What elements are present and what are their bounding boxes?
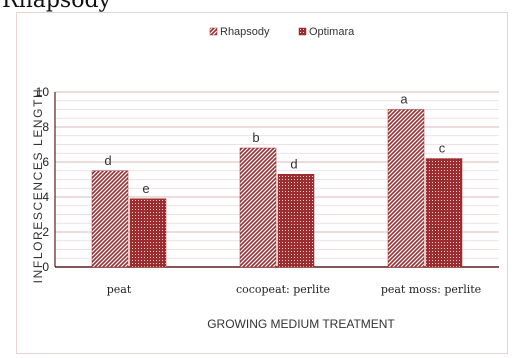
y-tick-label: 2 xyxy=(42,225,49,239)
bar-significance-label: d xyxy=(104,153,111,168)
y-tick-label: 0 xyxy=(42,260,49,274)
bar-rhapsody-0 xyxy=(91,170,129,268)
bar-significance-label: c xyxy=(439,141,446,156)
bar-significance-label: e xyxy=(142,181,149,196)
legend-swatch-rhapsody xyxy=(209,27,218,36)
y-tick-label: 10 xyxy=(36,85,50,99)
top-caption-text: Rhapsody xyxy=(2,0,111,13)
bar-rhapsody-1 xyxy=(239,147,277,268)
bar-optimara-0 xyxy=(129,198,167,268)
category-label: cocopeat: perlite xyxy=(236,283,330,296)
category-label: peat xyxy=(107,283,132,296)
y-tick-label: 8 xyxy=(42,120,49,134)
category-label: peat moss: perlite xyxy=(381,283,481,296)
bar-optimara-1 xyxy=(277,174,315,268)
legend-label-rhapsody: Rhapsody xyxy=(220,26,270,38)
x-axis-title: GROWING MEDIUM TREATMENT xyxy=(207,317,395,331)
bar-rhapsody-2 xyxy=(387,109,425,268)
chart-frame: 0 2 4 6 8 10 INFLORESCENCES LENGTH d e peat b d coco… xyxy=(16,12,508,354)
y-tick-label: 6 xyxy=(42,155,49,169)
y-tick-label: 4 xyxy=(42,190,49,204)
bar-significance-label: b xyxy=(252,130,259,145)
y-axis-title: INFLORESCENCES LENGTH xyxy=(31,88,45,284)
bar-significance-label: a xyxy=(400,92,408,107)
top-caption: Rhapsody xyxy=(0,0,516,14)
legend-label-optimara: Optimara xyxy=(309,26,355,38)
legend-swatch-optimara xyxy=(298,27,307,36)
bar-significance-label: d xyxy=(290,156,297,171)
bar-optimara-2 xyxy=(425,158,463,268)
